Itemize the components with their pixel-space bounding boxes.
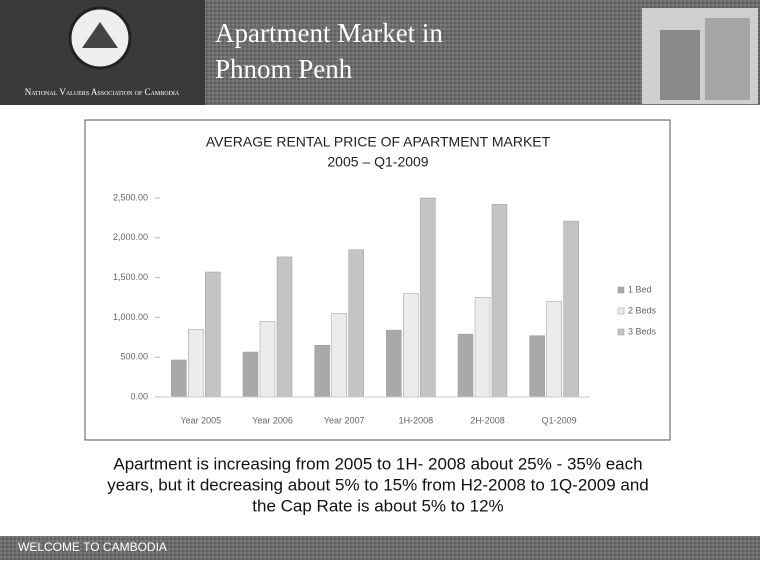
bar [529, 335, 545, 398]
y-tick-label: 1,000.00 [113, 312, 148, 322]
legend-label: 1 Bed [628, 284, 652, 294]
photo-building [660, 30, 700, 100]
bar [474, 297, 491, 398]
x-tick-label: Year 2006 [252, 415, 293, 425]
bar [563, 220, 579, 398]
slide-title: Apartment Market in [215, 18, 443, 48]
body-text: Apartment is increasing from 2005 to 1H-… [113, 454, 642, 473]
bar [242, 351, 259, 398]
slide-title: Phnom Penh [215, 54, 353, 84]
y-tick-label: 500.00 [120, 352, 148, 362]
bar [348, 249, 364, 398]
plot: 0.00 500.00 1,000.00 1,500.00 2,000.00 2,500.… [113, 192, 657, 425]
x-tick-label: Q1-2009 [542, 415, 577, 425]
bar [386, 329, 402, 398]
org-name: National Valuers Association of Cambodia [25, 87, 180, 97]
body-text: the Cap Rate is about 5% to 12% [252, 496, 503, 515]
chart-title: AVERAGE RENTAL PRICE OF APARTMENT MARKET [206, 134, 551, 150]
bar [331, 313, 347, 398]
photo-building [705, 18, 750, 100]
bar [403, 293, 419, 398]
y-tick-label: 2,500.00 [113, 192, 148, 202]
legend-swatch [617, 286, 625, 294]
legend-swatch [617, 328, 625, 336]
x-tick-label: 2H-2008 [470, 415, 505, 425]
bar [259, 321, 276, 398]
bar [188, 329, 204, 398]
bar [314, 345, 330, 398]
logo-icon [82, 22, 118, 48]
bar [171, 359, 187, 398]
x-tick-label: 1H-2008 [399, 415, 434, 425]
footer-text: WELCOME TO CAMBODIA [18, 540, 167, 554]
legend-label: 2 Beds [628, 305, 657, 315]
x-tick-label: Year 2007 [324, 415, 365, 425]
bar [546, 301, 562, 398]
y-tick-label: 0.00 [130, 391, 148, 401]
bar [491, 204, 508, 398]
y-tick-label: 2,000.00 [113, 232, 148, 242]
footer-band [0, 536, 760, 560]
legend-label: 3 Beds [628, 326, 657, 336]
bar [276, 256, 293, 398]
x-tick-label: Year 2005 [180, 415, 221, 425]
y-tick-label: 1,500.00 [113, 272, 148, 282]
bar [457, 333, 474, 398]
bar [205, 271, 221, 398]
bar [420, 197, 436, 398]
body-text: years, but it decreasing about 5% to 15%… [107, 475, 649, 494]
legend-swatch [617, 307, 625, 315]
chart-subtitle: 2005 – Q1-2009 [327, 154, 428, 170]
